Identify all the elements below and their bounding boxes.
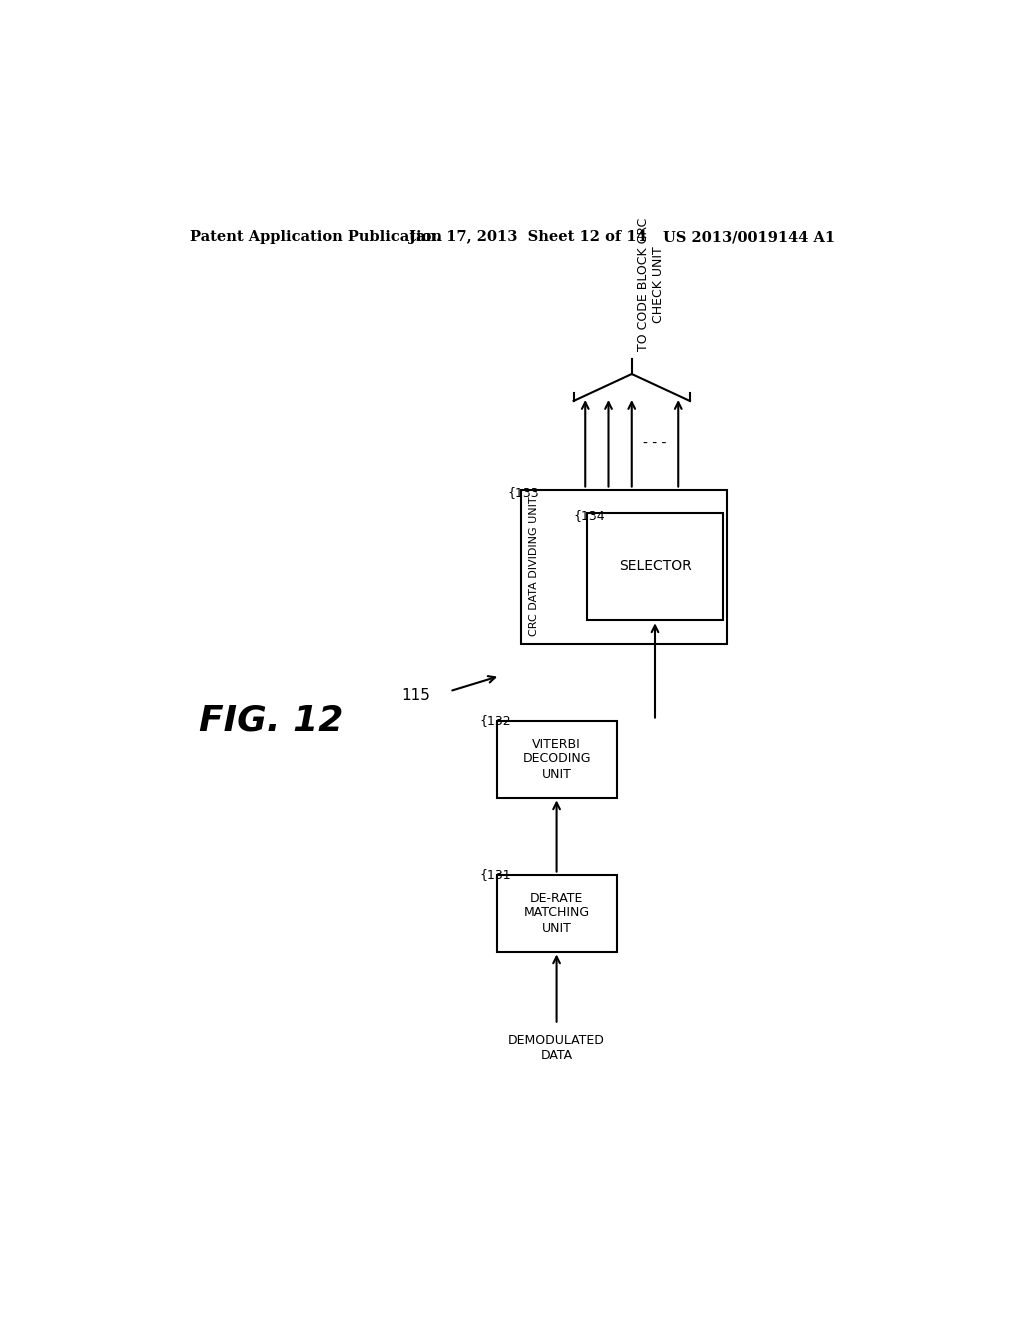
Text: {133: {133 [507,486,539,499]
Text: DEMODULATED
DATA: DEMODULATED DATA [508,1034,605,1061]
Text: CRC DATA DIVIDING UNIT: CRC DATA DIVIDING UNIT [528,496,539,636]
Bar [497,874,616,952]
Text: - - -: - - - [643,437,667,450]
Text: 115: 115 [401,688,430,704]
Text: {131: {131 [479,869,511,882]
Text: Jan. 17, 2013  Sheet 12 of 14: Jan. 17, 2013 Sheet 12 of 14 [409,230,646,244]
Text: {134: {134 [573,508,605,521]
Text: TO CODE BLOCK CRC
CHECK UNIT: TO CODE BLOCK CRC CHECK UNIT [637,218,666,351]
Bar [521,490,727,644]
Text: VITERBI
DECODING
UNIT: VITERBI DECODING UNIT [522,738,591,780]
Text: SELECTOR: SELECTOR [618,560,691,573]
Bar [587,512,723,620]
Bar [497,721,616,797]
Text: Patent Application Publication: Patent Application Publication [190,230,442,244]
Text: FIG. 12: FIG. 12 [200,704,344,738]
Text: US 2013/0019144 A1: US 2013/0019144 A1 [663,230,835,244]
Text: DE-RATE
MATCHING
UNIT: DE-RATE MATCHING UNIT [523,891,590,935]
Text: {132: {132 [479,714,511,727]
